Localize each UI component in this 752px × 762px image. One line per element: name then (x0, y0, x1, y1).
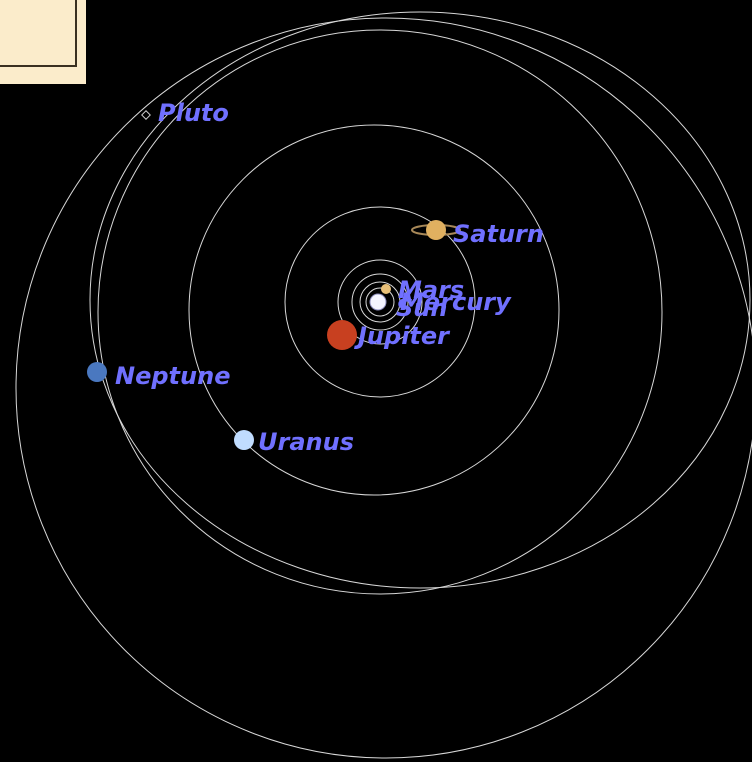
planet-label: Neptune (115, 362, 230, 390)
mars (381, 284, 391, 294)
page: Pluto Saturn Mars Mercury Sun Jupiter Ne… (0, 0, 752, 762)
planet-label: Jupiter (354, 322, 451, 350)
jupiter (327, 320, 357, 350)
neptune (87, 362, 107, 382)
planet-label: Uranus (258, 428, 354, 456)
planet-label: Sun (396, 294, 447, 322)
saturn (426, 220, 446, 240)
sun (370, 294, 386, 310)
uranus (234, 430, 254, 450)
background (0, 0, 752, 762)
planet-label: Pluto (158, 99, 229, 127)
panel (0, 0, 86, 84)
solar-system-view: Pluto Saturn Mars Mercury Sun Jupiter Ne… (0, 0, 752, 762)
planet-label: Saturn (453, 220, 544, 248)
